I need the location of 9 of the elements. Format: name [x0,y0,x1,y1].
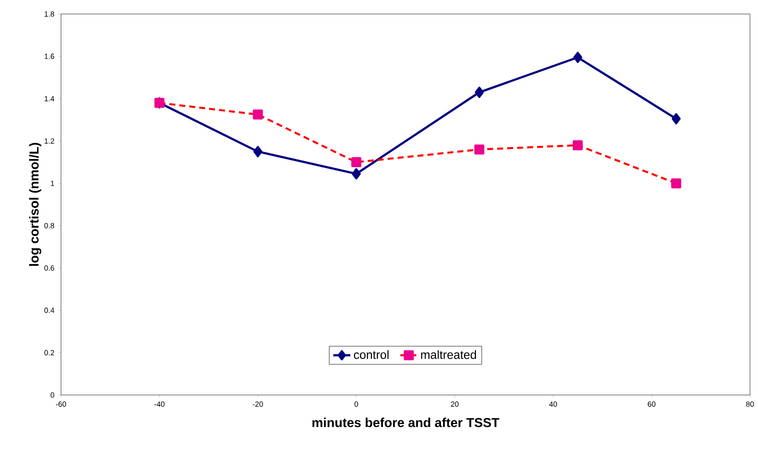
x-axis-title: minutes before and after TSST [312,418,500,428]
legend-label: control [354,350,389,359]
point [672,113,681,124]
point [253,146,262,158]
point [573,52,582,63]
point [352,168,361,180]
legend-label: maltreated [421,350,476,359]
y-axis-title: log cortisol (nmol/L) [29,142,42,266]
point [474,86,484,98]
